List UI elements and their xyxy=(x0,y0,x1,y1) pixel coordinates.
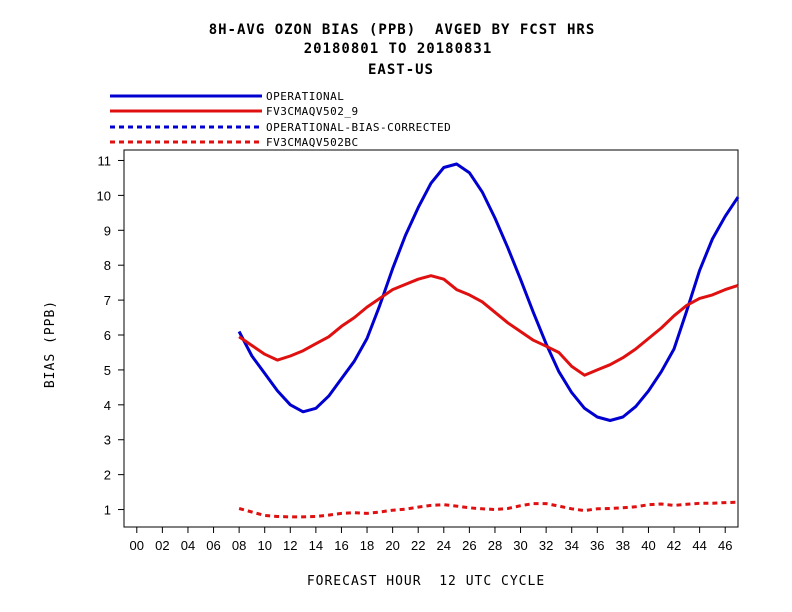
y-tick-label: 11 xyxy=(98,153,112,168)
x-tick-label: 08 xyxy=(232,538,246,553)
x-tick-label: 26 xyxy=(462,538,476,553)
y-tick-label: 2 xyxy=(104,468,111,483)
y-axis: 1 2 3 4 5 6 7 8 9 10 11 xyxy=(97,153,124,518)
x-tick-label: 40 xyxy=(641,538,655,553)
title-block: 8H-AVG OZON BIAS (PPB) AVGED BY FCST HRS… xyxy=(209,22,596,78)
series-line-2 xyxy=(238,274,739,377)
legend-label: OPERATIONAL-BIAS-CORRECTED xyxy=(266,121,451,134)
x-tick-label: 02 xyxy=(155,538,169,553)
y-tick-label: 7 xyxy=(104,293,111,308)
chart-subtitle: 20180801 TO 20180831 xyxy=(304,41,493,57)
chart-title: 8H-AVG OZON BIAS (PPB) AVGED BY FCST HRS xyxy=(209,22,596,38)
plot-frame xyxy=(123,149,739,528)
x-tick-label: 10 xyxy=(257,538,271,553)
y-tick-label: 3 xyxy=(104,433,111,448)
x-tick-label: 06 xyxy=(206,538,220,553)
series-line-1 xyxy=(237,162,740,422)
y-tick-label: 8 xyxy=(104,258,111,273)
x-tick-label: 36 xyxy=(590,538,604,553)
legend-label: OPERATIONAL xyxy=(266,90,344,103)
x-tick-label: 14 xyxy=(309,538,323,553)
x-tick-label: 18 xyxy=(360,538,374,553)
x-tick-label: 20 xyxy=(385,538,399,553)
legend-label: FV3CMAQV502BC xyxy=(266,136,359,149)
x-tick-label: 32 xyxy=(539,538,553,553)
x-axis: 00 02 04 06 08 10 12 14 16 18 20 22 24 26 28 30 32 34 36 38… xyxy=(130,527,732,553)
x-tick-label: 46 xyxy=(718,538,732,553)
y-tick-label: 5 xyxy=(104,363,111,378)
y-tick-label: 9 xyxy=(104,223,111,238)
chart-region: EAST-US xyxy=(368,62,434,78)
x-axis-label: FORECAST HOUR 12 UTC CYCLE xyxy=(307,574,545,589)
x-tick-label: 00 xyxy=(130,538,144,553)
x-tick-label: 12 xyxy=(283,538,297,553)
y-axis-label: BIAS (PPB) xyxy=(43,300,58,388)
x-tick-label: 44 xyxy=(692,538,706,553)
x-tick-label: 34 xyxy=(564,538,578,553)
series-line-4 xyxy=(238,500,739,519)
x-tick-label: 42 xyxy=(667,538,681,553)
series-lines xyxy=(237,162,740,519)
x-tick-label: 28 xyxy=(488,538,502,553)
legend: OPERATIONAL FV3CMAQV502_9 OPERATIONAL-BIAS… xyxy=(110,90,451,149)
x-tick-label: 04 xyxy=(181,538,195,553)
x-tick-label: 22 xyxy=(411,538,425,553)
x-tick-label: 24 xyxy=(437,538,451,553)
y-tick-label: 10 xyxy=(97,188,111,203)
legend-label: FV3CMAQV502_9 xyxy=(266,105,359,118)
x-tick-label: 30 xyxy=(513,538,527,553)
y-tick-label: 1 xyxy=(104,503,111,518)
y-tick-label: 4 xyxy=(104,398,111,413)
x-tick-label: 16 xyxy=(334,538,348,553)
x-tick-label: 38 xyxy=(616,538,630,553)
y-tick-label: 6 xyxy=(104,328,111,343)
